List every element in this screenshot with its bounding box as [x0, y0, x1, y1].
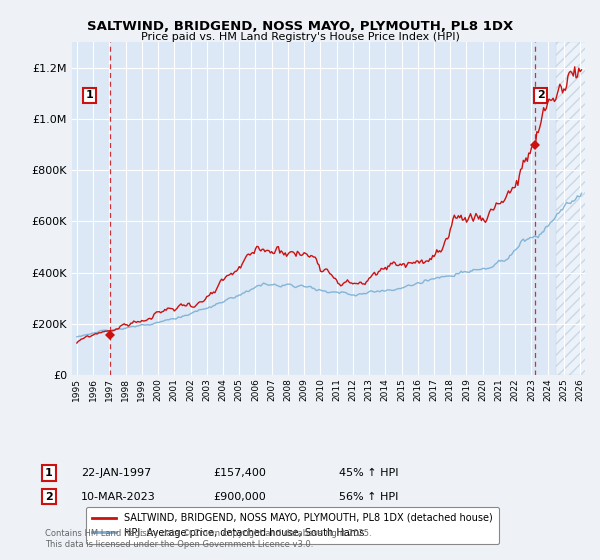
Text: Contains HM Land Registry data © Crown copyright and database right 2025.
This d: Contains HM Land Registry data © Crown c…: [45, 529, 371, 549]
Text: £900,000: £900,000: [213, 492, 266, 502]
Text: 2: 2: [537, 90, 545, 100]
Text: 22-JAN-1997: 22-JAN-1997: [81, 468, 151, 478]
Legend: SALTWIND, BRIDGEND, NOSS MAYO, PLYMOUTH, PL8 1DX (detached house), HPI: Average : SALTWIND, BRIDGEND, NOSS MAYO, PLYMOUTH,…: [86, 507, 499, 544]
Text: Price paid vs. HM Land Registry's House Price Index (HPI): Price paid vs. HM Land Registry's House …: [140, 32, 460, 42]
Text: 56% ↑ HPI: 56% ↑ HPI: [339, 492, 398, 502]
Bar: [556, 42, 596, 375]
Text: 10-MAR-2023: 10-MAR-2023: [81, 492, 156, 502]
Text: £157,400: £157,400: [213, 468, 266, 478]
Text: 45% ↑ HPI: 45% ↑ HPI: [339, 468, 398, 478]
Text: 2: 2: [45, 492, 53, 502]
Text: SALTWIND, BRIDGEND, NOSS MAYO, PLYMOUTH, PL8 1DX: SALTWIND, BRIDGEND, NOSS MAYO, PLYMOUTH,…: [87, 20, 513, 32]
Text: 1: 1: [45, 468, 53, 478]
Text: 1: 1: [86, 90, 94, 100]
